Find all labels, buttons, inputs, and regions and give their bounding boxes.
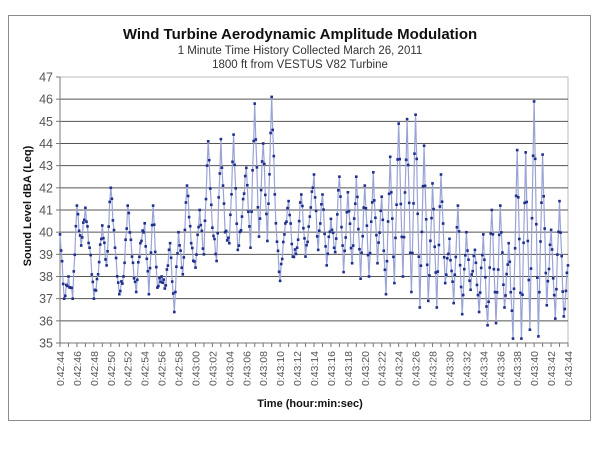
y-tick-label: 43 <box>39 159 53 173</box>
x-tick-label: 0:43:14 <box>309 351 321 386</box>
x-tick-label: 0:43:42 <box>546 351 558 386</box>
x-tick-label: 0:43:20 <box>360 351 372 386</box>
y-tick-label: 42 <box>39 181 53 195</box>
x-tick-label: 0:43:22 <box>377 351 389 386</box>
chart-subtitle-1: 1 Minute Time History Collected March 26… <box>177 45 423 57</box>
x-axis-ticks: 0:42:44 0:42:46 0:42:48 0:42:50 0:42:52 0:42:… <box>55 351 575 386</box>
x-tick-label: 0:43:34 <box>478 351 490 386</box>
gridlines <box>59 76 569 344</box>
x-tick-label: 0:43:00 <box>190 351 202 386</box>
x-tick-label: 0:43:06 <box>241 351 253 386</box>
chart-subtitle-2: 1800 ft from VESTUS V82 Turbine <box>212 59 388 71</box>
y-axis-ticks: 35 36 37 38 39 40 41 42 43 44 45 46 47 <box>39 71 53 351</box>
x-tick-label: 0:43:16 <box>326 351 338 386</box>
y-tick-label: 45 <box>39 115 53 129</box>
x-tick-label: 0:42:56 <box>157 351 169 386</box>
y-tick-label: 40 <box>39 226 53 240</box>
y-tick-label: 38 <box>39 270 53 284</box>
y-tick-label: 36 <box>39 314 53 328</box>
x-tick-label: 0:42:50 <box>106 351 118 386</box>
x-tick-label: 0:43:30 <box>444 351 456 386</box>
y-tick-label: 46 <box>39 93 53 107</box>
y-tick-label: 41 <box>39 204 53 218</box>
x-tick-label: 0:43:24 <box>394 351 406 386</box>
x-tick-label: 0:43:04 <box>224 351 236 386</box>
data-series <box>58 95 570 340</box>
x-axis-label: Time (hour:min:sec) <box>257 398 363 410</box>
x-tick-label: 0:43:08 <box>258 351 270 386</box>
x-tick-label: 0:42:58 <box>174 351 186 386</box>
x-tick-label: 0:43:26 <box>411 351 423 386</box>
y-tick-label: 37 <box>39 292 53 306</box>
x-tick-label: 0:43:44 <box>563 351 575 386</box>
x-tick-label: 0:43:02 <box>207 351 219 386</box>
y-tick-label: 47 <box>39 71 53 85</box>
x-tick-label: 0:42:48 <box>89 351 101 386</box>
x-tick-label: 0:42:44 <box>55 351 67 386</box>
x-tick-label: 0:43:36 <box>495 351 507 386</box>
x-tick-label: 0:43:28 <box>428 351 440 386</box>
y-tick-label: 35 <box>39 337 53 351</box>
x-tick-label: 0:43:12 <box>292 351 304 386</box>
y-tick-label: 39 <box>39 248 53 262</box>
y-tick-label: 44 <box>39 137 53 151</box>
x-tick-label: 0:43:38 <box>512 351 524 386</box>
x-tick-label: 0:43:32 <box>461 351 473 386</box>
x-tick-label: 0:43:10 <box>275 351 287 386</box>
x-tick-label: 0:42:46 <box>72 351 84 386</box>
x-tick-label: 0:43:18 <box>343 351 355 386</box>
x-tick-label: 0:42:52 <box>123 351 135 386</box>
chart-title: Wind Turbine Aerodynamic Amplitude Modul… <box>122 26 478 43</box>
axes <box>56 76 569 347</box>
x-tick-label: 0:42:54 <box>140 351 152 386</box>
x-tick-label: 0:43:40 <box>529 351 541 386</box>
